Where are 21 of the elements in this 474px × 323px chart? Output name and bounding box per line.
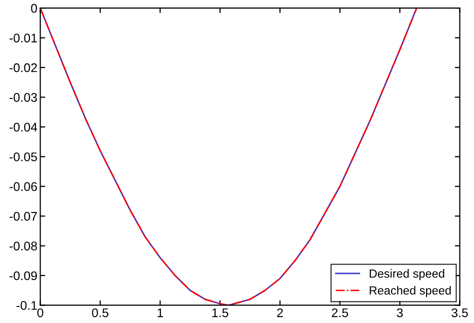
y-tick-label: -0.06 [10,182,37,192]
x-tick-label: 1 [158,308,164,318]
y-tick-label: -0.04 [10,122,38,132]
y-tick-label: 0 [31,4,38,13]
x-tick-label: 2.5 [332,308,348,318]
x-tick-label: 1.5 [212,308,228,318]
x-tick-label: 0 [37,308,44,318]
y-tick-label: -0.01 [10,34,37,42]
y-tick-label: -0.1 [16,301,37,310]
x-tick-label: 0.5 [92,308,108,318]
y-tick-label: -0.08 [10,242,37,250]
y-tick-label: -0.03 [10,93,37,102]
y-tick-label: -0.09 [10,271,37,280]
x-tick-label: 3.5 [452,308,468,318]
y-tick-label: -0.02 [10,63,37,72]
y-tick-label: -0.05 [10,152,37,162]
legend-label: Desired speed [370,269,444,280]
legend-label: Reached speed [370,286,451,297]
x-tick-label: 2 [277,308,283,318]
x-tick-label: 3 [396,308,403,318]
y-tick-label: -0.07 [10,212,37,221]
